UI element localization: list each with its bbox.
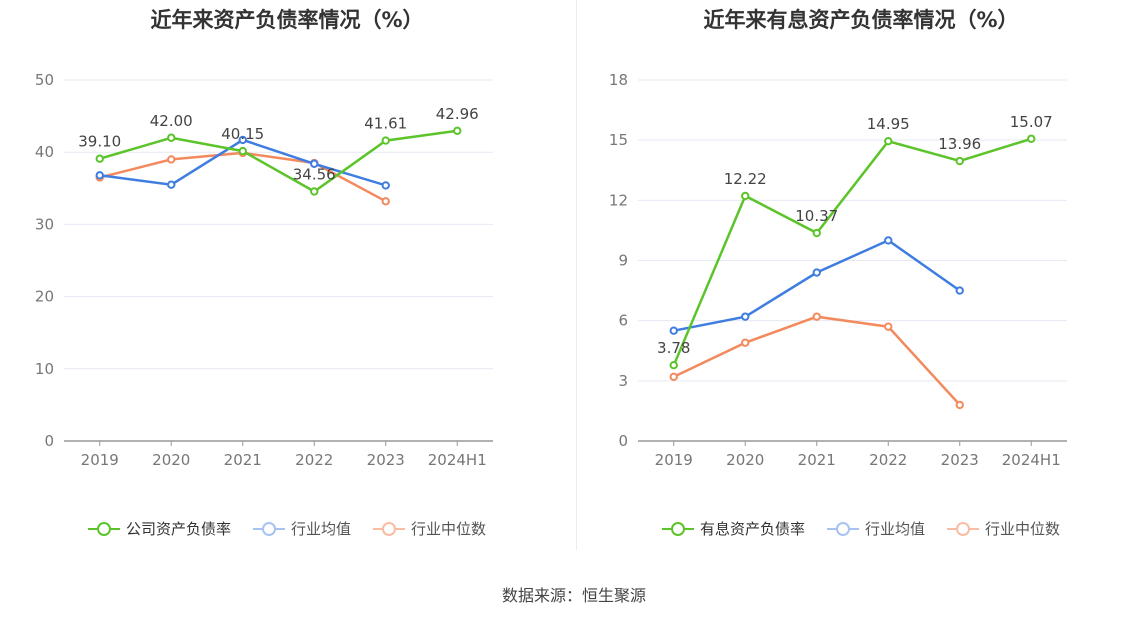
chart-legend: 有息资产负债率 行业均值 行业中位数: [574, 518, 1148, 539]
legend-line-icon: [661, 521, 694, 537]
data-point: [310, 187, 319, 196]
data-point: [884, 236, 893, 245]
chart-title: 近年来资产负债率情况（%）: [150, 8, 424, 32]
data-label: 14.95: [867, 115, 910, 133]
series-line: [99, 129, 458, 193]
y-tick-label: 18: [609, 71, 628, 89]
data-label: 13.96: [938, 135, 981, 153]
chart-panel-right: 近年来有息资产负债率情况（%） 0 3 6 9 12 15 18 2019 2020 2021 20…: [574, 0, 1148, 560]
data-label: 12.22: [724, 170, 767, 188]
x-tick-label: 2019: [655, 451, 693, 469]
x-tick-label: 2019: [81, 451, 119, 469]
legend-item-industry-median[interactable]: 行业中位数: [373, 518, 486, 539]
legend-label: 行业中位数: [411, 520, 487, 538]
data-label: 41.61: [364, 115, 407, 133]
y-tick-label: 6: [618, 312, 628, 330]
data-point: [167, 155, 176, 164]
x-tick-label: 2024H1: [1002, 451, 1061, 469]
data-label: 34.56: [293, 165, 336, 183]
legend-item-company[interactable]: 有息资产负债率: [661, 518, 805, 539]
data-point: [669, 326, 678, 335]
x-tick-label: 2021: [798, 451, 836, 469]
y-tick-label: 3: [618, 372, 628, 390]
y-tick-label: 10: [35, 360, 54, 378]
data-label: 15.07: [1010, 113, 1053, 131]
data-point: [167, 180, 176, 189]
data-point: [884, 136, 893, 146]
data-point: [955, 156, 964, 166]
data-point: [812, 268, 821, 277]
data-point: [669, 372, 678, 382]
series-line: [99, 151, 387, 203]
legend-line-icon: [252, 521, 285, 537]
data-point: [381, 197, 390, 206]
legend-label: 有息资产负债率: [699, 520, 805, 538]
legend-item-industry-median[interactable]: 行业中位数: [947, 518, 1060, 539]
panel-divider: [576, 0, 577, 550]
x-tick-label: 2022: [869, 451, 907, 469]
data-point: [741, 191, 750, 201]
data-label: 42.00: [150, 112, 193, 130]
x-tick-label: 2020: [152, 451, 190, 469]
data-point: [95, 154, 104, 163]
x-tick-label: 2022: [295, 451, 333, 469]
data-point: [238, 146, 247, 156]
data-point: [310, 159, 319, 168]
data-label: 3.78: [657, 339, 690, 357]
data-point: [812, 228, 821, 238]
data-point: [884, 322, 893, 331]
y-tick-label: 9: [618, 252, 628, 270]
legend-label: 公司资产负债率: [125, 520, 231, 538]
legend-item-industry-mean[interactable]: 行业均值: [826, 518, 925, 539]
y-tick-label: 0: [618, 432, 628, 450]
y-tick-label: 20: [35, 288, 54, 306]
data-label: 40.15: [221, 125, 264, 143]
x-tick-label: 2023: [367, 451, 405, 469]
data-source: 数据来源：恒生聚源: [501, 586, 646, 605]
y-tick-label: 40: [35, 143, 54, 161]
chart-legend: 公司资产负债率 行业均值 行业中位数: [0, 518, 574, 539]
data-point: [955, 400, 964, 410]
legend-line-icon: [87, 521, 120, 537]
series-line: [672, 137, 1032, 366]
y-tick-label: 15: [609, 131, 628, 149]
x-tick-label: 2020: [726, 451, 764, 469]
y-tick-label: 12: [609, 191, 628, 209]
y-tick-label: 0: [44, 432, 54, 450]
data-label: 10.37: [795, 207, 838, 225]
data-point: [453, 126, 462, 136]
data-point: [741, 338, 750, 347]
data-point: [381, 181, 390, 190]
series-line: [673, 315, 961, 406]
legend-line-icon: [947, 521, 979, 537]
legend-item-industry-mean[interactable]: 行业均值: [252, 518, 351, 539]
data-point: [812, 312, 821, 321]
chart-plot-area: 0 3 6 9 12 15 18 2019 2020 2021 2022 2023 2024H1 3.78…: [609, 71, 1067, 469]
legend-line-icon: [826, 521, 859, 537]
data-point: [381, 136, 390, 145]
chart-panel-left: 近年来资产负债率情况（%） 0 10 20 30 40 50 2019 2020 2021 202…: [0, 0, 574, 560]
data-point: [167, 133, 176, 142]
legend-label: 行业均值: [290, 520, 351, 538]
data-point: [1027, 134, 1036, 143]
y-tick-label: 30: [35, 215, 54, 233]
x-tick-label: 2021: [224, 451, 262, 469]
data-point: [669, 360, 678, 370]
data-point: [955, 286, 964, 295]
chart-plot-area: 0 10 20 30 40 50 2019 2020 2021 2022 2023 2024H1 39.…: [35, 71, 493, 469]
x-tick-label: 2024H1: [428, 451, 487, 469]
legend-item-company[interactable]: 公司资产负债率: [87, 518, 231, 539]
data-point: [95, 171, 104, 180]
x-tick-label: 2023: [941, 451, 979, 469]
chart-title: 近年来有息资产负债率情况（%）: [703, 8, 1019, 32]
data-label: 42.96: [436, 105, 479, 123]
legend-line-icon: [373, 521, 405, 537]
legend-label: 行业均值: [864, 520, 925, 538]
data-point: [741, 312, 750, 321]
legend-label: 行业中位数: [985, 520, 1061, 538]
data-point: [238, 135, 247, 145]
data-label: 39.10: [78, 133, 121, 151]
y-tick-label: 50: [35, 71, 54, 89]
